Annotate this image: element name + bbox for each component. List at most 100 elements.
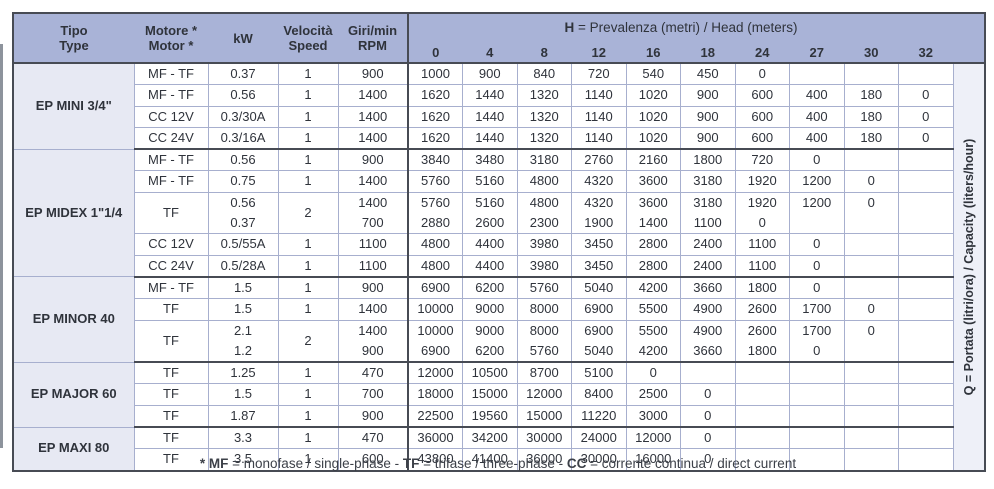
head-value: 12 bbox=[571, 40, 626, 63]
rpm-cell-line: 900 bbox=[361, 342, 384, 358]
motor-cell: MF - TF bbox=[133, 84, 209, 107]
capacity-cell: 3450 bbox=[571, 254, 627, 278]
capacity-cell bbox=[789, 62, 845, 86]
capacity-cell bbox=[843, 233, 899, 256]
capacity-cell bbox=[843, 148, 899, 172]
speed-cell: 1 bbox=[277, 383, 339, 406]
capacity-cell: 12000 bbox=[516, 383, 572, 406]
capacity-cell bbox=[898, 361, 954, 385]
capacity-cell bbox=[898, 426, 954, 450]
kw-cell: 1.5 bbox=[207, 276, 279, 300]
capacity-cell: 1320 bbox=[516, 105, 572, 128]
capacity-cell: 3180 bbox=[516, 148, 572, 172]
capacity-cell: 2500 bbox=[625, 383, 681, 406]
motor-cell: MF - TF bbox=[133, 62, 209, 86]
rpm-cell: 1100 bbox=[337, 254, 409, 278]
capacity-cell: 1200 bbox=[789, 170, 845, 193]
capacity-cell: 4320 1900 bbox=[571, 191, 627, 235]
capacity-cell: 6900 bbox=[571, 298, 627, 321]
capacity-cell: 3450 bbox=[571, 233, 627, 256]
capacity-cell: 5160 bbox=[462, 170, 518, 193]
head-value: 4 bbox=[462, 40, 517, 63]
kw-cell: 2.1 1.2 bbox=[207, 319, 279, 364]
capacity-cell: 900 bbox=[680, 84, 736, 107]
capacity-cell-line: 0 bbox=[867, 322, 875, 338]
capacity-cell: 30000 bbox=[516, 426, 572, 450]
capacity-cell: 10000 6900 bbox=[407, 319, 463, 364]
capacity-cell bbox=[898, 148, 954, 172]
capacity-cell-line: 3180 bbox=[693, 194, 723, 210]
group-name-cell: EP MAJOR 60 bbox=[12, 361, 135, 428]
capacity-cell: 5760 bbox=[516, 276, 572, 300]
capacity-cell: 1620 bbox=[407, 126, 463, 151]
capacity-cell: 3180 1100 bbox=[680, 191, 736, 235]
speed-cell: 1 bbox=[277, 126, 339, 151]
capacity-cell: 0 bbox=[898, 126, 954, 151]
rpm-cell-line: 1400 bbox=[358, 194, 388, 210]
capacity-cell: 1620 bbox=[407, 105, 463, 128]
capacity-cell: 5160 2600 bbox=[462, 191, 518, 235]
capacity-cell: 1920 0 bbox=[734, 191, 790, 235]
motor-cell: TF bbox=[133, 383, 209, 406]
capacity-cell: 30000 bbox=[571, 448, 627, 472]
motor-cell: TF bbox=[133, 448, 209, 472]
capacity-cell: 400 bbox=[789, 126, 845, 151]
capacity-cell bbox=[898, 170, 954, 193]
capacity-cell: 2400 bbox=[680, 254, 736, 278]
motor-cell: TF bbox=[133, 404, 209, 429]
capacity-cell bbox=[843, 383, 899, 406]
rpm-cell: 1400 900 bbox=[337, 319, 409, 364]
capacity-cell: 0 bbox=[898, 105, 954, 128]
capacity-cell bbox=[898, 298, 954, 321]
text-segment: = Prevalenza (metri) / Head (meters) bbox=[574, 19, 798, 35]
capacity-cell: 1000 bbox=[407, 62, 463, 86]
head-value: 27 bbox=[789, 40, 844, 63]
capacity-cell-line: 5760 bbox=[529, 342, 559, 358]
capacity-cell: 4320 bbox=[571, 170, 627, 193]
capacity-cell: 0 bbox=[843, 170, 899, 193]
footnote: * MF = monofase / single-phase - TF = tr… bbox=[12, 456, 984, 471]
capacity-cell-line: 5160 bbox=[475, 194, 505, 210]
capacity-cell bbox=[843, 254, 899, 278]
speed-cell: 2 bbox=[277, 191, 339, 235]
scan-edge-artifact bbox=[0, 44, 3, 448]
table-row: CC 24V 0.3/16A 1 1400 1620 1440 1320 1140 1020 90… bbox=[13, 126, 985, 151]
speed-cell: 1 bbox=[277, 84, 339, 107]
group-name-cell: EP MIDEX 1"1/4 bbox=[12, 148, 135, 278]
capacity-cell-line bbox=[845, 341, 899, 361]
capacity-cell-line: 1800 bbox=[747, 342, 777, 358]
capacity-cell-line: 1900 bbox=[584, 215, 614, 231]
capacity-cell-line: 3660 bbox=[693, 342, 723, 358]
capacity-cell bbox=[843, 62, 899, 86]
capacity-cell: 2600 bbox=[734, 298, 790, 321]
kw-cell-line: 2.1 bbox=[233, 322, 253, 338]
capacity-cell: 0 bbox=[680, 383, 736, 406]
capacity-cell: 4800 bbox=[407, 233, 463, 256]
motor-cell: MF - TF bbox=[133, 170, 209, 193]
col-header-rpm: Giri/min RPM bbox=[338, 13, 408, 63]
capacity-cell: 3600 bbox=[625, 170, 681, 193]
capacity-cell: 9000 bbox=[462, 298, 518, 321]
kw-cell: 0.3/30A bbox=[207, 105, 279, 128]
capacity-cell: 8400 bbox=[571, 383, 627, 406]
motor-cell: TF bbox=[133, 361, 209, 385]
capacity-cell-line: 8000 bbox=[529, 322, 559, 338]
kw-cell: 0.56 0.37 bbox=[207, 191, 279, 235]
capacity-cell: 1620 bbox=[407, 84, 463, 107]
capacity-cell: 180 bbox=[843, 105, 899, 128]
capacity-cell: 0 bbox=[680, 426, 736, 450]
speed-cell: 1 bbox=[277, 276, 339, 300]
kw-cell: 3.3 bbox=[207, 426, 279, 450]
motor-cell: CC 24V bbox=[133, 126, 209, 151]
capacity-cell-line: 10000 bbox=[417, 322, 454, 338]
table-row: TF 1.5 1 700 18000 15000 12000 8400 2500 0 bbox=[13, 383, 985, 406]
head-values-row: 0 4 8 12 16 18 24 27 30 32 bbox=[13, 40, 985, 63]
motor-cell: TF bbox=[133, 298, 209, 321]
capacity-cell: 41400 bbox=[462, 448, 518, 472]
capacity-cell: 1700 bbox=[789, 298, 845, 321]
capacity-cell-line: 5500 bbox=[638, 322, 668, 338]
kw-cell: 0.5/55A bbox=[207, 233, 279, 256]
capacity-cell: 4800 2300 bbox=[516, 191, 572, 235]
header-row-top: Tipo Type Motore * Motor * kW Velocità S… bbox=[13, 13, 986, 63]
head-value: 18 bbox=[680, 40, 735, 63]
